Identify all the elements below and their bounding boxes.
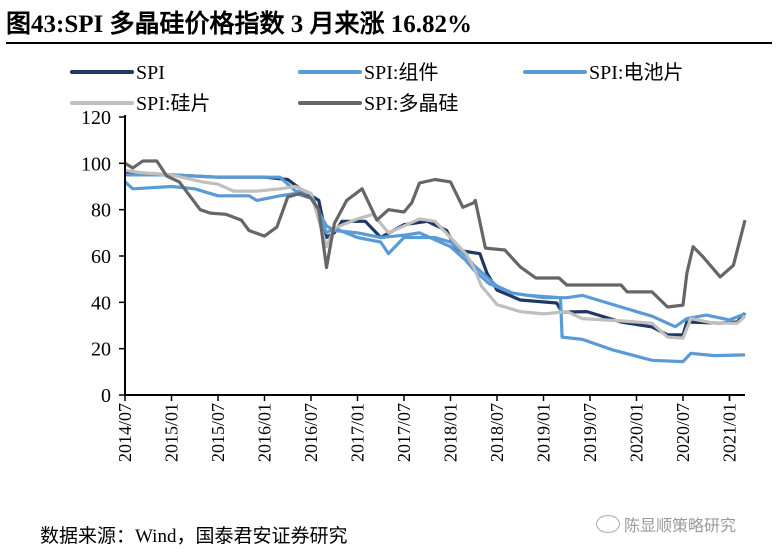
y-tick-label: 80	[91, 200, 111, 222]
watermark: 陈显顺策略研究	[596, 512, 736, 536]
chart-title: 图43:SPI 多晶硅价格指数 3 月来涨 16.82%	[6, 11, 472, 38]
series-line-3	[124, 168, 747, 340]
x-tick-label: 2017/01	[348, 403, 368, 462]
y-tick-label: 0	[101, 385, 111, 407]
x-tick-label: 2019/01	[534, 403, 554, 462]
legend-label-0: SPI	[136, 62, 165, 84]
legend-label-4: SPI:多晶硅	[364, 92, 458, 115]
watermark-text: 陈显顺策略研究	[624, 516, 737, 535]
x-tick-label: 2017/07	[394, 403, 414, 462]
x-tick-label: 2020/07	[673, 403, 693, 462]
legend-label-1: SPI:组件	[364, 61, 438, 84]
y-tick-label: 120	[81, 107, 111, 129]
x-tick-label: 2019/07	[580, 403, 600, 462]
legend-label-2: SPI:电池片	[589, 61, 683, 84]
x-tick-label: 2018/07	[487, 403, 507, 462]
x-tick-label: 2020/01	[627, 403, 647, 462]
series-line-2	[125, 173, 746, 364]
x-tick-label: 2014/07	[115, 403, 135, 462]
x-tick-label: 2021/01	[720, 403, 740, 462]
series-line-1	[123, 180, 746, 329]
source-note: 数据来源：Wind，国泰君安证券研究	[40, 526, 348, 547]
y-tick-label: 100	[81, 153, 111, 175]
x-tick-label: 2016/01	[255, 403, 275, 462]
axes: 0 20 40 60 80 100 120 2014/07 2015/01 2015/07 2016…	[81, 107, 745, 462]
x-tick-label: 2016/07	[301, 403, 321, 462]
legend-label-3: SPI:硅片	[136, 92, 210, 115]
x-tick-label: 2015/01	[162, 403, 182, 462]
series-group	[123, 159, 747, 364]
wechat-icon	[596, 515, 620, 533]
x-tick-label: 2015/07	[208, 403, 228, 462]
series-line-4	[124, 159, 747, 309]
title-divider	[6, 42, 772, 44]
x-tick-label: 2018/01	[441, 403, 461, 462]
legend: SPI SPI:组件 SPI:电池片 SPI:硅片 SPI:多晶硅	[70, 61, 683, 115]
y-tick-label: 20	[91, 339, 111, 361]
y-tick-label: 60	[91, 246, 111, 268]
y-tick-label: 40	[91, 292, 111, 314]
